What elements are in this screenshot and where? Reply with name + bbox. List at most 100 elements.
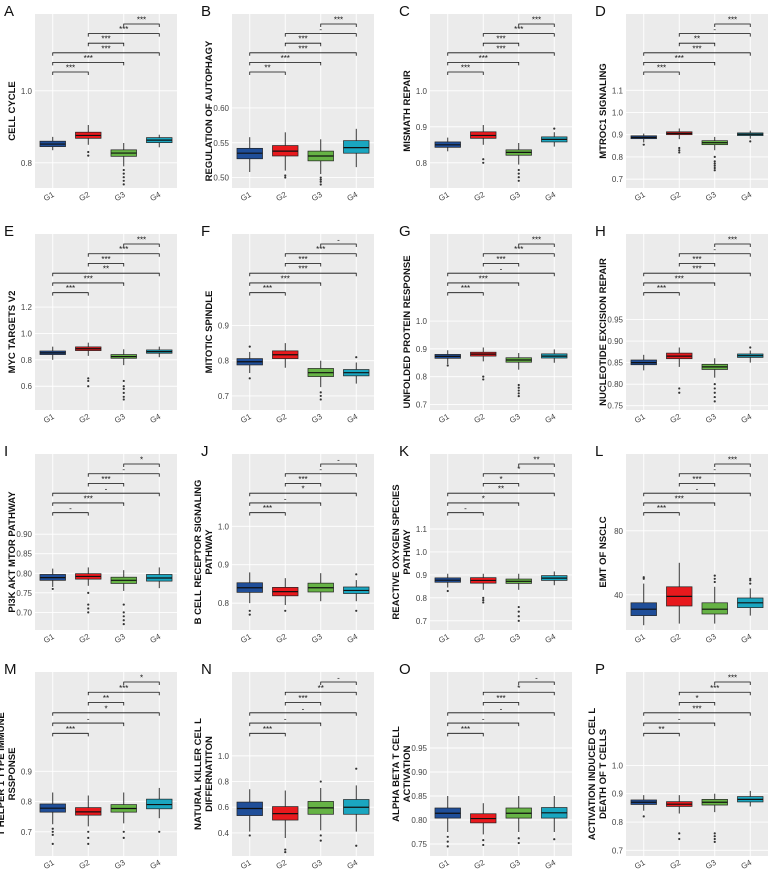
outlier-point (713, 577, 716, 580)
significance-bracket: *** (52, 64, 89, 75)
y-tick-label: 1.0 (612, 761, 624, 770)
outlier-point (319, 394, 322, 398)
significance-label: - (696, 485, 699, 494)
bracket-line (643, 62, 716, 66)
significance-bracket: *** (249, 284, 286, 296)
box-g4 (343, 573, 370, 612)
x-tick-label: G1 (437, 412, 451, 425)
y-axis-label-line: DEATH OF T CELLS (598, 729, 609, 819)
outlier-point (284, 848, 287, 851)
box-g1 (630, 795, 657, 818)
y-tick-label: 0.7 (416, 400, 428, 409)
significance-bracket: - (447, 265, 555, 277)
y-tick-label: 0.95 (607, 315, 623, 324)
significance-bracket: *** (518, 236, 555, 247)
box-g4 (343, 356, 370, 384)
significance-label: - (122, 465, 125, 474)
box-g2 (272, 132, 299, 179)
box-body (146, 798, 173, 810)
significance-label: *** (298, 694, 307, 703)
significance-label: *** (532, 236, 541, 245)
significance-label: *** (728, 236, 737, 245)
x-tick-label: G2 (669, 858, 683, 871)
y-axis-label: T HELPER 1 TYPE IMMUNERSSPONSE (0, 712, 18, 836)
bracket-line (284, 473, 357, 477)
x-tick-label: G2 (669, 632, 683, 645)
box-g1 (39, 792, 66, 846)
significance-bracket: *** (123, 236, 160, 247)
significance-label: *** (692, 475, 701, 484)
y-tick-label: 0.8 (218, 599, 230, 608)
box-g1 (630, 354, 657, 371)
x-tick-label: G1 (633, 632, 647, 645)
significance-label: *** (692, 704, 701, 713)
significance-label: *** (298, 475, 307, 484)
panel-letter: O (399, 661, 411, 678)
box-g2 (272, 578, 299, 612)
significance-bracket: * (678, 694, 716, 706)
outlier-point (87, 611, 90, 614)
panel-letter: P (595, 661, 605, 678)
y-axis-label-line: ACTIVATION (402, 746, 413, 803)
significance-label: *** (657, 64, 666, 73)
outlier-point (284, 609, 287, 612)
outlier-point (51, 587, 54, 591)
significance-bracket: *** (482, 694, 520, 706)
x-tick-label: G4 (346, 632, 360, 645)
bracket-line (678, 33, 751, 37)
significance-label: - (337, 674, 340, 683)
outlier-point (284, 176, 287, 179)
panel-letter: I (4, 443, 8, 460)
significance-bracket: *** (714, 456, 751, 467)
outlier-point (642, 815, 645, 818)
outlier-point (517, 605, 520, 609)
significance-label: *** (263, 725, 272, 734)
outlier-point (713, 391, 716, 394)
outlier-point (122, 395, 125, 398)
significance-label: *** (675, 274, 684, 283)
outlier-point (319, 180, 322, 183)
significance-bracket: ** (678, 35, 716, 47)
y-tick-label: 1.2 (21, 303, 33, 312)
bracket-line (482, 263, 520, 267)
bracket-line (87, 473, 160, 477)
x-tick-label: G3 (113, 412, 127, 425)
y-axis-label-line: ACTIVATION INDUCED CEL L (587, 708, 598, 841)
x-tick-label: G1 (239, 632, 253, 645)
outlier-point (713, 840, 716, 843)
significance-label: - (535, 674, 538, 683)
box-g2 (75, 795, 102, 846)
bracket-line (714, 681, 751, 685)
x-tick-label: G2 (669, 412, 683, 425)
x-tick-label: G3 (310, 858, 324, 871)
box-g2 (272, 790, 299, 854)
y-tick-label: 1.0 (218, 752, 230, 761)
bracket-line (518, 681, 555, 685)
bracket-line (249, 712, 357, 716)
significance-label: * (517, 465, 520, 474)
significance-bracket: *** (678, 475, 716, 487)
y-tick-label: 0.4 (218, 829, 230, 838)
significance-label: *** (728, 674, 737, 683)
bracket-line (87, 263, 125, 267)
bracket-line (284, 702, 322, 706)
x-tick-label: G4 (149, 858, 163, 871)
bracket-line (320, 681, 357, 685)
y-tick-label: 0.9 (416, 571, 428, 580)
outlier-point (51, 830, 54, 833)
significance-label: * (517, 684, 520, 693)
outlier-point (642, 577, 645, 580)
significance-bracket: *** (447, 54, 520, 66)
bracket-line (249, 62, 322, 66)
bracket-line (482, 42, 520, 47)
significance-bracket: - (643, 715, 716, 727)
x-tick-label: G4 (544, 858, 558, 871)
x-tick-label: G2 (275, 858, 289, 871)
bracket-line (249, 502, 322, 506)
y-axis-label-line: NATURAL KILLER CEL L (193, 718, 204, 830)
significance-label: * (140, 456, 143, 465)
outlier-point (122, 623, 125, 626)
outlier-point (446, 840, 449, 843)
outlier-point (87, 150, 90, 154)
